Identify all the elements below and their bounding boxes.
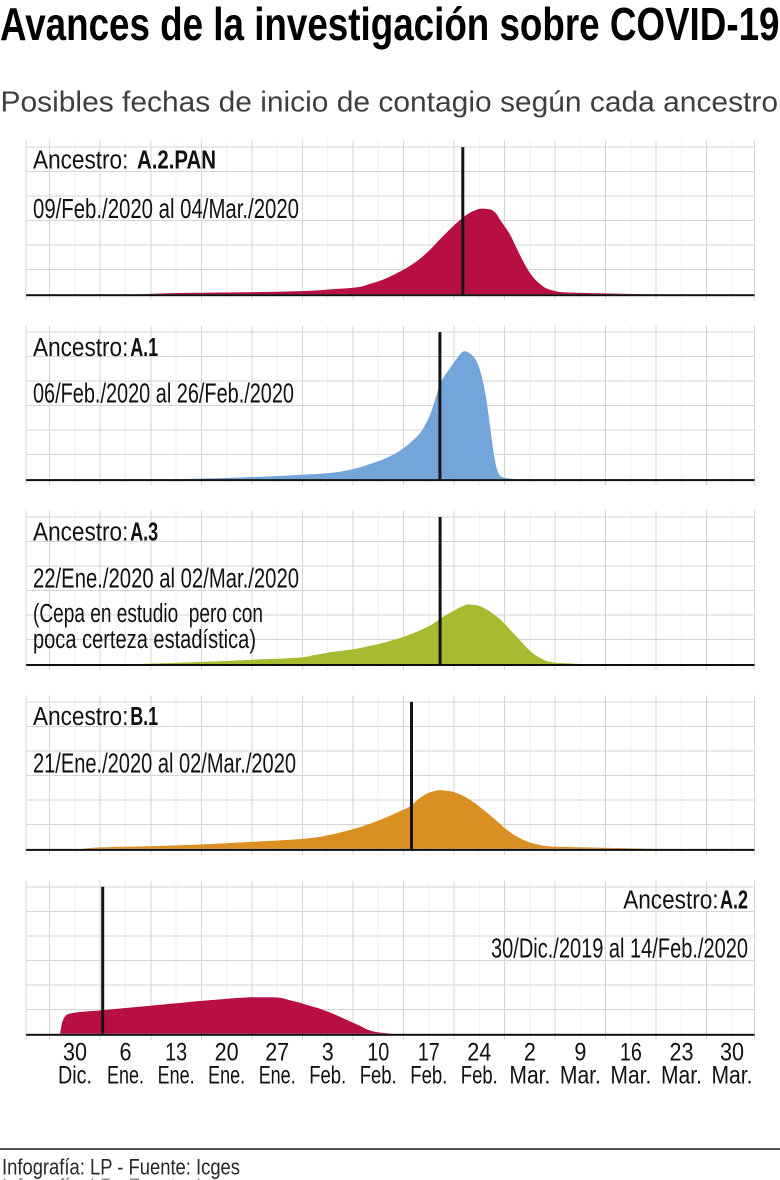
svg-text:Mar.: Mar. [610, 1061, 651, 1089]
svg-text:Ancestro:: Ancestro: [33, 703, 128, 731]
svg-text:Ene.: Ene. [158, 1061, 195, 1089]
svg-text:Feb.: Feb. [309, 1061, 346, 1089]
svg-text:Ancestro:: Ancestro: [33, 147, 128, 175]
svg-text:30: 30 [63, 1038, 87, 1066]
svg-text:20: 20 [215, 1038, 239, 1066]
svg-text:22/Ene./2020 al 02/Mar./2020: 22/Ene./2020 al 02/Mar./2020 [33, 562, 299, 593]
svg-text:A.2.PAN: A.2.PAN [137, 147, 216, 175]
svg-text:27: 27 [265, 1038, 289, 1066]
svg-text:Avances de la investigación so: Avances de la investigación sobre COVID-… [0, 0, 780, 50]
svg-text:6: 6 [120, 1038, 132, 1066]
svg-text:30/Dic./2019 al 14/Feb./2020: 30/Dic./2019 al 14/Feb./2020 [491, 933, 748, 964]
svg-text:17: 17 [418, 1038, 440, 1066]
svg-text:Mar.: Mar. [712, 1061, 753, 1089]
svg-text:Mar.: Mar. [509, 1061, 550, 1089]
svg-text:B.1: B.1 [130, 703, 158, 731]
svg-text:9: 9 [574, 1038, 586, 1066]
svg-text:30: 30 [720, 1038, 744, 1066]
svg-text:A.3: A.3 [130, 518, 158, 546]
svg-text:Feb.: Feb. [410, 1061, 447, 1089]
svg-text:Posibles fechas de inicio de c: Posibles fechas de inicio de contagio se… [1, 87, 778, 119]
svg-text:Ancestro:: Ancestro: [623, 886, 718, 914]
svg-text:10: 10 [367, 1038, 389, 1066]
svg-text:3: 3 [322, 1038, 334, 1066]
svg-text:Ancestro:: Ancestro: [33, 334, 128, 362]
svg-text:A.1: A.1 [130, 334, 158, 362]
svg-text:Ene.: Ene. [259, 1061, 296, 1089]
svg-text:Mar.: Mar. [661, 1061, 702, 1089]
svg-text:Dic.: Dic. [58, 1061, 92, 1089]
svg-text:A.2: A.2 [720, 886, 748, 914]
svg-text:Ene.: Ene. [208, 1061, 245, 1089]
svg-text:Infografía: LP - Fuente: Icges: Infografía: LP - Fuente: Icges [2, 1155, 240, 1180]
svg-text:16: 16 [620, 1038, 642, 1066]
svg-text:13: 13 [165, 1038, 187, 1066]
svg-text:24: 24 [467, 1038, 491, 1066]
svg-text:poca certeza estadística): poca certeza estadística) [33, 626, 256, 654]
svg-text:Mar.: Mar. [560, 1061, 601, 1089]
svg-text:2: 2 [524, 1038, 536, 1066]
svg-text:Ancestro:: Ancestro: [33, 518, 128, 546]
svg-text:23: 23 [670, 1038, 694, 1066]
svg-text:21/Ene./2020 al 02/Mar./2020: 21/Ene./2020 al 02/Mar./2020 [33, 747, 296, 778]
svg-text:09/Feb./2020 al 04/Mar./2020: 09/Feb./2020 al 04/Mar./2020 [33, 193, 299, 224]
svg-text:Feb.: Feb. [461, 1061, 498, 1089]
svg-text:Feb.: Feb. [360, 1061, 397, 1089]
svg-text:06/Feb./2020 al 26/Feb./2020: 06/Feb./2020 al 26/Feb./2020 [33, 377, 294, 408]
svg-text:Ene.: Ene. [107, 1061, 144, 1089]
svg-text:Infografía: LP - Fuente: Icges: Infografía: LP - Fuente: Icges [2, 1174, 240, 1180]
svg-text:(Cepa en estudio pero con: (Cepa en estudio pero con [33, 600, 263, 628]
